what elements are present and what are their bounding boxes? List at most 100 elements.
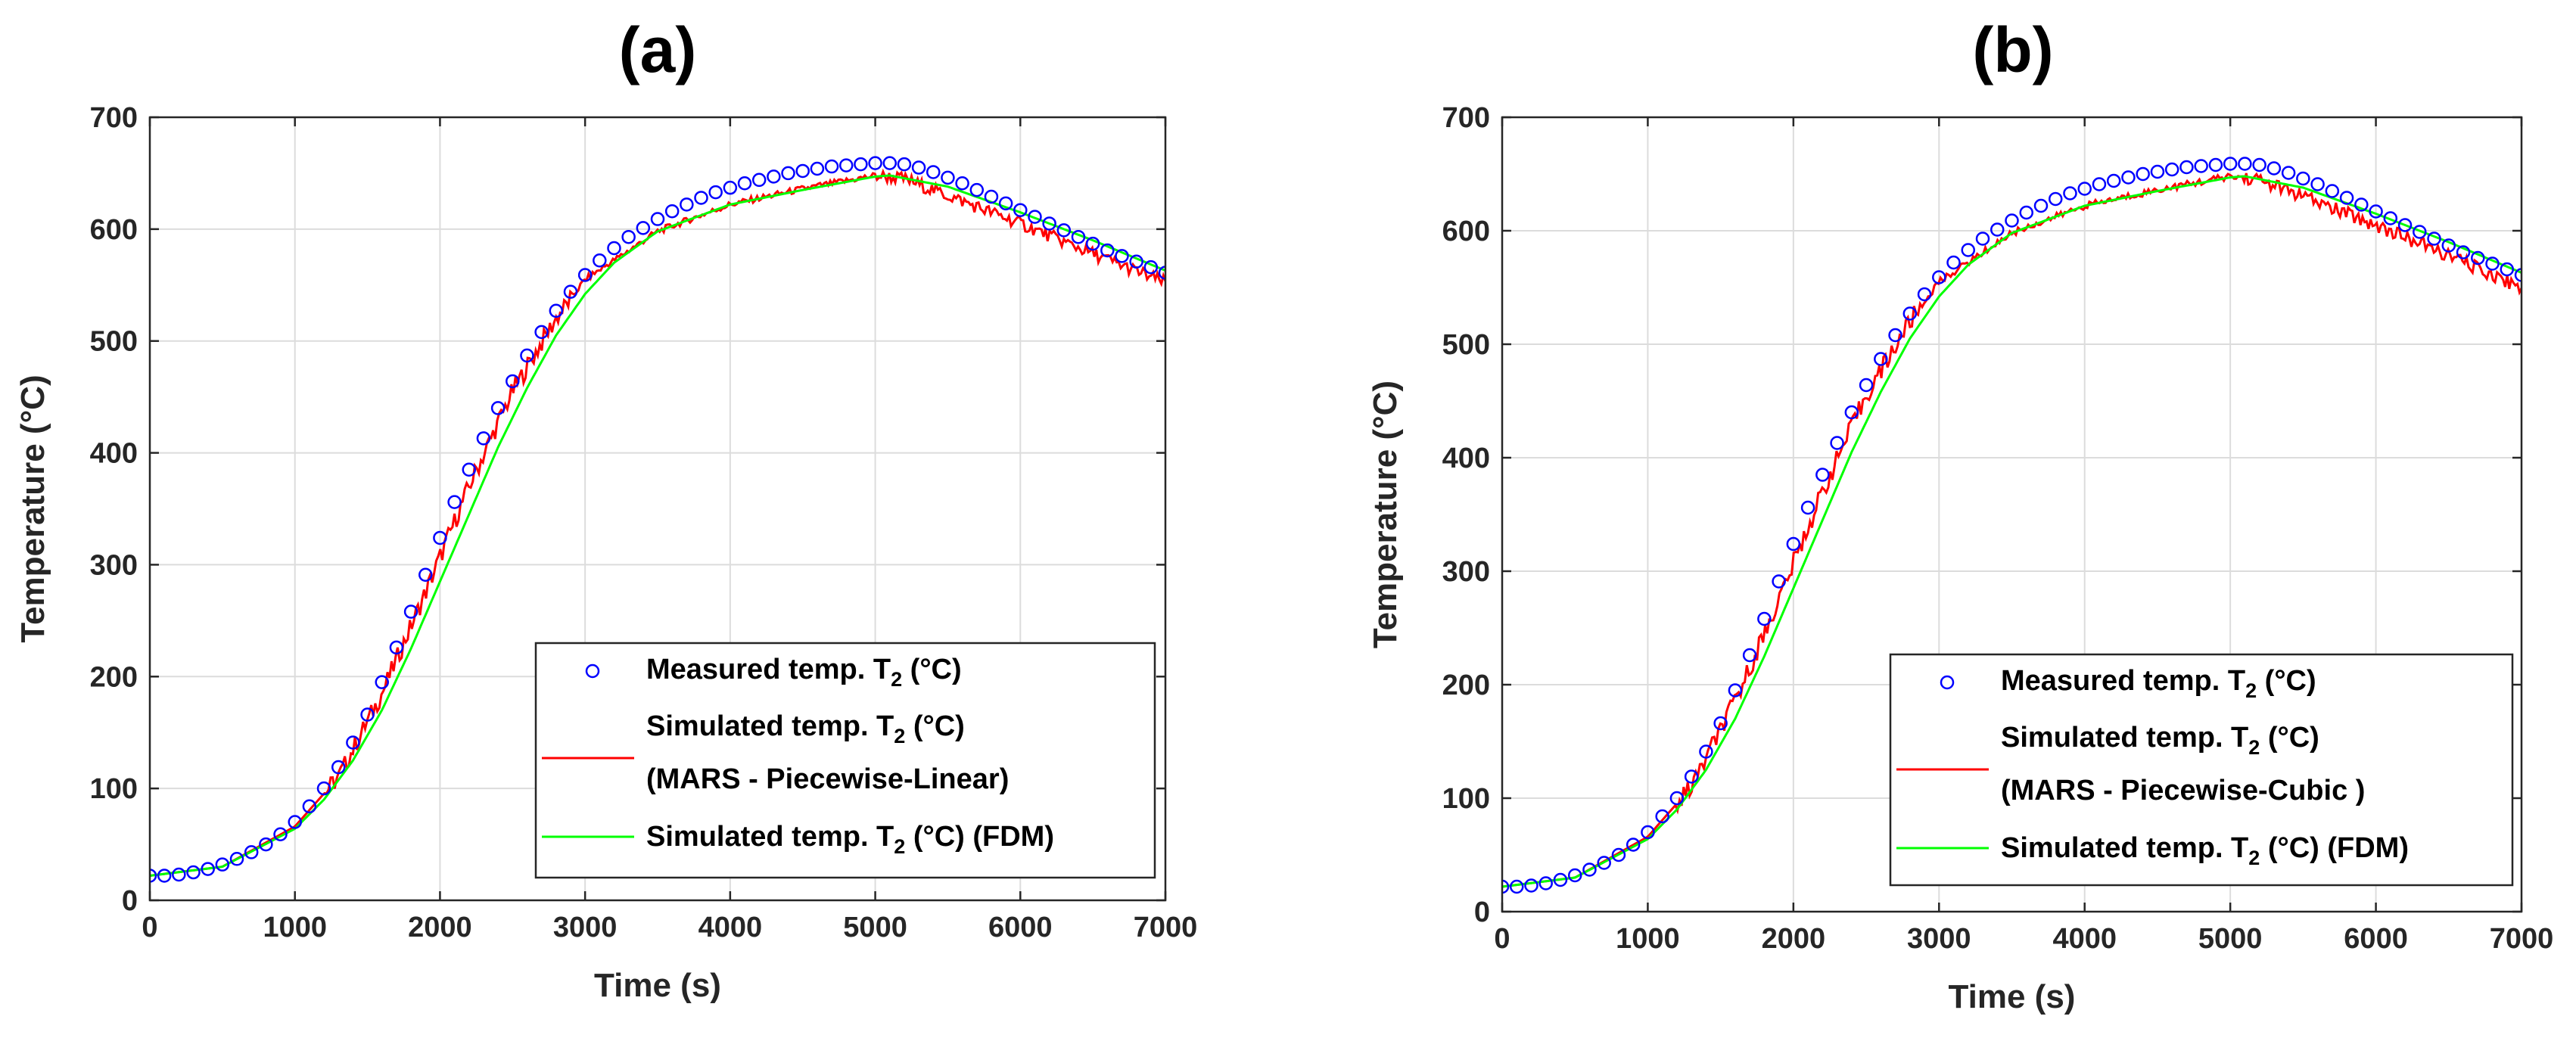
measured-point — [1100, 243, 1115, 258]
measured-point — [563, 284, 578, 299]
measured-point — [534, 325, 549, 340]
x-tick-label: 2000 — [1762, 923, 1826, 955]
measured-point — [882, 156, 897, 170]
measured-point — [1597, 856, 1611, 870]
measured-point — [955, 176, 969, 191]
axes-box — [1501, 116, 2523, 913]
measured-point — [2266, 161, 2282, 176]
y-axis-label: Temperature (°C) — [14, 374, 51, 642]
measured-point — [2164, 162, 2179, 177]
measured-point — [1115, 249, 1129, 263]
measured-point — [1902, 306, 1918, 321]
measured-point — [1669, 791, 1685, 806]
legend: Measured temp. T2 (°C) Simulated temp. T2… — [1889, 653, 2514, 887]
measured-point — [723, 180, 738, 195]
y-tick-label: 0 — [1474, 897, 1490, 928]
measured-point — [1815, 468, 1830, 482]
legend-label-mars-method: (MARS - Piecewise-Linear) — [646, 763, 1009, 795]
measured-point — [621, 229, 636, 244]
measured-point — [2092, 177, 2107, 191]
measured-point — [389, 640, 404, 655]
measured-point — [1699, 744, 1713, 759]
measured-point — [941, 170, 955, 185]
measured-point — [795, 163, 810, 179]
measured-point — [1728, 683, 1743, 698]
measured-point — [1538, 876, 1553, 890]
x-tick-label: 4000 — [2052, 923, 2117, 955]
measured-point — [2383, 211, 2398, 225]
legend-label-fdm: Simulated temp. T2 (°C) (FDM) — [2001, 832, 2409, 869]
measured-point — [375, 675, 389, 689]
series-line-mars — [150, 168, 1165, 877]
x-tick-label: 3000 — [553, 912, 618, 943]
x-tick-label: 7000 — [2490, 923, 2554, 955]
measured-point — [1975, 232, 1990, 246]
series-line-fdm — [1502, 175, 2522, 888]
measured-point — [229, 852, 244, 866]
measured-point — [2121, 170, 2136, 185]
measured-point — [1524, 878, 1538, 893]
measured-point — [2194, 159, 2208, 173]
measured-point — [2238, 157, 2252, 171]
measured-point — [549, 303, 564, 319]
measured-point — [490, 401, 506, 415]
measured-point — [1129, 254, 1143, 269]
measured-point — [708, 185, 723, 200]
measured-point — [2514, 268, 2522, 282]
measured-point — [2339, 191, 2354, 205]
measured-point — [2369, 204, 2383, 219]
measured-point — [650, 212, 665, 226]
measured-point — [2223, 157, 2238, 171]
x-tick-label: 1000 — [263, 912, 327, 943]
measured-point — [2106, 173, 2121, 188]
measured-point — [2397, 218, 2413, 232]
legend-box — [1889, 653, 2514, 887]
x-axis-label: Time (s) — [594, 967, 721, 1004]
x-tick-label: 5000 — [2198, 923, 2263, 955]
measured-point — [150, 869, 157, 883]
y-tick-label: 100 — [90, 773, 138, 805]
measured-point — [607, 241, 621, 256]
y-tick-label: 400 — [1442, 443, 1490, 474]
measured-point — [1946, 255, 1961, 270]
measured-point — [1961, 243, 1976, 257]
measured-point — [1042, 216, 1056, 231]
measured-point — [259, 837, 273, 852]
measured-point — [998, 196, 1013, 211]
legend-marker-measured — [1940, 675, 1955, 690]
measured-point — [2325, 184, 2340, 198]
measured-point — [1056, 223, 1072, 238]
x-tick-label: 5000 — [843, 912, 907, 943]
measured-point — [1013, 203, 1028, 217]
measured-point — [1786, 536, 1801, 552]
measured-point — [1085, 236, 1100, 251]
measured-point — [2019, 205, 2033, 220]
measured-point — [868, 156, 882, 170]
measured-point — [680, 197, 694, 212]
measured-point — [2310, 177, 2325, 191]
measured-point — [2296, 171, 2310, 186]
measured-point — [664, 204, 680, 219]
measured-point — [2281, 166, 2296, 180]
measured-point — [969, 182, 985, 197]
x-tick-label: 7000 — [1134, 912, 1198, 943]
measured-point — [1502, 879, 1510, 894]
measured-point — [2150, 164, 2165, 179]
legend-label-fdm: Simulated temp. T2 (°C) (FDM) — [646, 821, 1054, 858]
measured-point — [1641, 825, 1655, 840]
measured-point — [1611, 847, 1626, 862]
measured-point — [476, 431, 491, 446]
measured-point — [2005, 213, 2019, 228]
measured-point — [2485, 256, 2500, 271]
measured-point — [316, 781, 331, 796]
x-tick-label: 3000 — [1907, 923, 1971, 955]
measured-point — [418, 567, 433, 582]
measured-point — [157, 869, 172, 883]
y-tick-label: 700 — [90, 102, 138, 134]
measured-point — [506, 374, 520, 389]
measured-point — [1772, 574, 1786, 589]
y-tick-label: 400 — [90, 438, 138, 470]
legend-label-measured: Measured temp. T2 (°C) — [646, 654, 962, 691]
measured-point — [984, 189, 999, 204]
